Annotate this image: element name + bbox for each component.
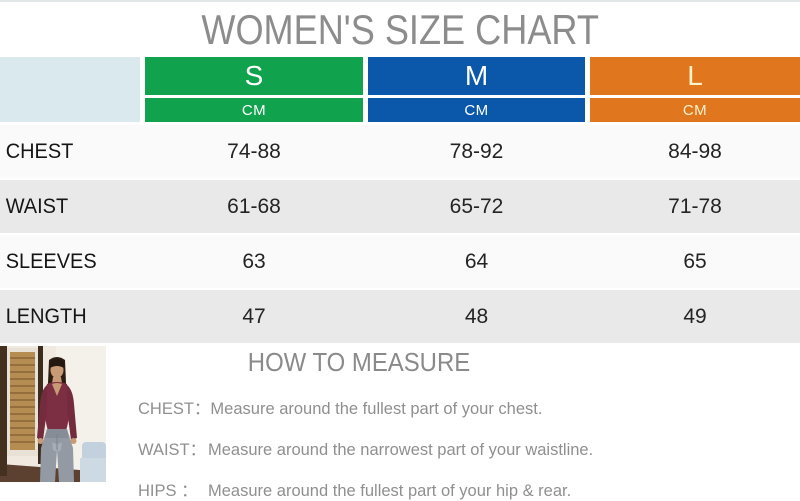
size-header-row: S CM M CM L CM [0,57,800,122]
corner-cell [0,57,140,122]
cell-sleeves-l: 65 [683,249,707,273]
measure-label-chest: CHEST： [138,400,211,418]
row-label-sleeves: SLEEVES [5,249,97,273]
cell-chest-l: 84-98 [668,139,722,163]
measure-text-waist: Measure around the narrowest part of you… [208,441,594,459]
cell-length-l: 49 [683,304,707,328]
size-column-m: M CM [368,57,585,122]
size-table-body: CHEST 74-88 78-92 84-98 WAIST 61-68 65-7… [0,125,800,343]
size-header-s: S [145,57,363,95]
measure-text-chest: Measure around the fullest part of your … [210,400,543,418]
unit-header-s: CM [145,98,363,122]
title-bar: WOMEN'S SIZE CHART [0,2,800,57]
row-label-length: LENGTH [5,304,87,328]
table-row-chest: CHEST 74-88 78-92 84-98 [0,125,800,178]
row-label-waist: WAIST [5,194,69,218]
measure-text-hips: Measure around the fullest part of your … [208,482,572,500]
cell-waist-m: 65-72 [449,194,504,218]
measure-line-chest: CHEST：Measure around the fullest part of… [122,395,596,419]
cell-waist-l: 71-78 [668,194,722,218]
table-row-length: LENGTH 47 48 49 [0,290,800,343]
unit-header-m: CM [368,98,585,122]
size-header-l: L [590,57,800,95]
cell-length-s: 47 [242,304,266,328]
cell-chest-m: 78-92 [449,139,504,163]
cell-length-m: 48 [464,304,489,328]
measure-heading: HOW TO MEASURE [247,347,471,377]
size-header-m: M [368,57,585,95]
cell-sleeves-s: 63 [242,249,266,273]
unit-header-l: CM [590,98,800,122]
cell-sleeves-m: 64 [464,249,489,273]
model-photo [0,346,106,482]
measure-instructions: HOW TO MEASURE CHEST：Measure around the … [122,346,596,500]
measure-line-hips: HIPS ： Measure around the fullest part of… [122,477,596,501]
cell-waist-s: 61-68 [227,194,281,218]
how-to-measure-section: HOW TO MEASURE CHEST：Measure around the … [0,346,800,500]
page-title: WOMEN'S SIZE CHART [201,5,599,53]
size-column-s: S CM [145,57,363,122]
row-label-chest: CHEST [5,139,74,163]
size-column-l: L CM [590,57,800,122]
measure-label-waist: WAIST： [138,441,207,459]
cell-chest-s: 74-88 [227,139,281,163]
table-row-waist: WAIST 61-68 65-72 71-78 [0,180,800,233]
measure-label-hips: HIPS ： [138,482,198,500]
measure-line-waist: WAIST： Measure around the narrowest part … [122,436,596,460]
table-row-sleeves: SLEEVES 63 64 65 [0,235,800,288]
